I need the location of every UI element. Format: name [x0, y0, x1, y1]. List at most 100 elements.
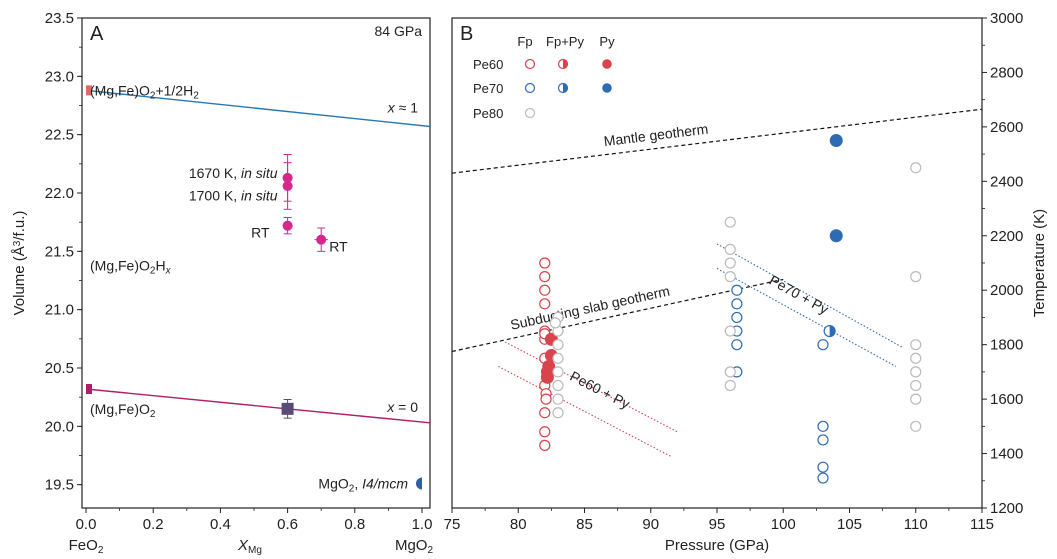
- data-point-open: [724, 366, 736, 378]
- text-part: X: [237, 537, 249, 554]
- legend-marker-py: [602, 59, 612, 69]
- data-point-open: [539, 426, 551, 438]
- data-point-open: [910, 366, 922, 378]
- phase-boundary-line: [716, 243, 903, 348]
- phase-boundary-line: [498, 365, 671, 457]
- data-point-filled: [829, 229, 843, 243]
- data-point-open: [539, 298, 551, 310]
- y-tick-label: 20.5: [45, 360, 74, 377]
- data-point-open: [552, 339, 564, 351]
- text-part: MgO: [318, 476, 348, 492]
- data-point-open: [817, 461, 829, 473]
- y-tick-label: 21.0: [45, 302, 74, 319]
- y-tick-label: 23.0: [45, 68, 74, 85]
- fit-line: [85, 388, 431, 424]
- text-part: MgO: [395, 537, 428, 554]
- x-tick-label: 0.4: [210, 516, 231, 533]
- x-tick-label: 0.2: [143, 516, 164, 533]
- data-point-square: [86, 85, 92, 96]
- y-tick-label: 3000: [990, 10, 1023, 27]
- y-axis-label: Temperature (K): [1031, 209, 1048, 317]
- text-part: in situ: [241, 187, 278, 203]
- legend-marker-fp-py-fill: [563, 59, 568, 69]
- line-label-x1: x ≈ 1: [387, 99, 418, 115]
- geotherm-label-mantle: Mantle geotherm: [603, 121, 709, 149]
- data-point-square: [86, 384, 92, 394]
- legend-column-header: Fp: [517, 34, 532, 49]
- data-point-open: [539, 284, 551, 296]
- text-part: 3: [12, 240, 23, 246]
- data-point-open: [724, 271, 736, 283]
- x-tick-label: 110: [904, 516, 928, 533]
- y-tick-label: 1800: [990, 337, 1023, 354]
- text-part: (Mg,Fe)O: [90, 257, 150, 273]
- data-point-open: [817, 420, 829, 432]
- data-point-open: [552, 366, 564, 378]
- data-point-open: [731, 311, 743, 324]
- data-point-open: [910, 420, 922, 432]
- text-part: H: [155, 257, 165, 273]
- y-tick-label: 2400: [990, 173, 1023, 190]
- text-part: = 0: [394, 399, 418, 415]
- data-point-half-fill: [829, 325, 836, 337]
- text-part: x: [387, 99, 396, 115]
- label-mgo2: MgO2, I4/mcm: [318, 476, 408, 495]
- data-point-open: [731, 339, 743, 351]
- y-tick-label: 1200: [990, 500, 1023, 517]
- text-part: I4/mcm: [362, 476, 408, 492]
- text-part: ,: [354, 476, 362, 492]
- data-point-open: [552, 352, 564, 364]
- data-point-open: [724, 379, 736, 392]
- text-part: (Mg,Fe)O: [90, 82, 150, 98]
- x-tick-label: 0.6: [277, 516, 298, 533]
- x-axis-label: XMg: [237, 537, 262, 556]
- data-point-circle: [416, 477, 422, 490]
- x-tick-label: 90: [642, 516, 659, 533]
- panel-a: 19.520.020.521.021.522.022.523.023.50.0 0…: [11, 10, 433, 556]
- data-point-open: [817, 339, 829, 351]
- legend-column-header: Fp+Py: [546, 34, 584, 49]
- y-tick-label: 2800: [990, 64, 1023, 81]
- data-point-circle: [316, 234, 327, 245]
- x-tick-label: 115: [970, 516, 994, 533]
- text-part: ≈ 1: [395, 99, 418, 115]
- data-point-open: [539, 407, 551, 419]
- phase-boundary-line: [504, 341, 678, 433]
- y-axis-label: Volume (Å3/f.u.): [11, 211, 28, 316]
- text-part: (Mg,Fe)O: [90, 401, 150, 417]
- data-point-filled: [540, 370, 554, 384]
- data-point-open: [552, 407, 564, 419]
- phase-boundary-label: Pe70 + Py: [767, 272, 832, 318]
- data-point-open: [724, 243, 736, 255]
- legend-marker-fp: [524, 58, 536, 70]
- x-axis-label: Pressure (GPa): [665, 537, 769, 554]
- panel-label: B: [460, 23, 473, 45]
- y-tick-label: 22.5: [45, 127, 74, 144]
- legend-column-header: Py: [599, 34, 615, 49]
- text-part: 1700 K,: [189, 187, 241, 203]
- legend-marker-fp: [524, 107, 536, 119]
- y-tick-label: 2600: [990, 119, 1023, 136]
- geotherm-line: [451, 108, 983, 174]
- legend-row-label: Pe60: [473, 57, 503, 72]
- text-part: in situ: [241, 165, 278, 181]
- x-tick-label: 75: [444, 516, 461, 533]
- x-tick-label: 85: [576, 516, 593, 533]
- data-point-open: [549, 317, 561, 329]
- data-point-open: [552, 393, 564, 405]
- data-point-square: [281, 402, 294, 415]
- data-point-open: [552, 379, 564, 392]
- x-tick-label: 0.0: [76, 516, 97, 533]
- x-tick-label: 95: [709, 516, 726, 533]
- text-part: FeO: [69, 537, 98, 554]
- data-point-open: [910, 271, 922, 283]
- geotherm-label-slab: Subducting slab geotherm: [509, 283, 671, 333]
- text-part: 2: [150, 409, 156, 420]
- text-part: 2: [349, 484, 355, 495]
- data-point-open: [539, 257, 551, 269]
- data-point-open: [731, 298, 743, 310]
- pressure-label: 84 GPa: [375, 23, 423, 39]
- x-tick-label: 1.0: [412, 516, 433, 533]
- label-fe-o2: (Mg,Fe)O2: [90, 401, 156, 420]
